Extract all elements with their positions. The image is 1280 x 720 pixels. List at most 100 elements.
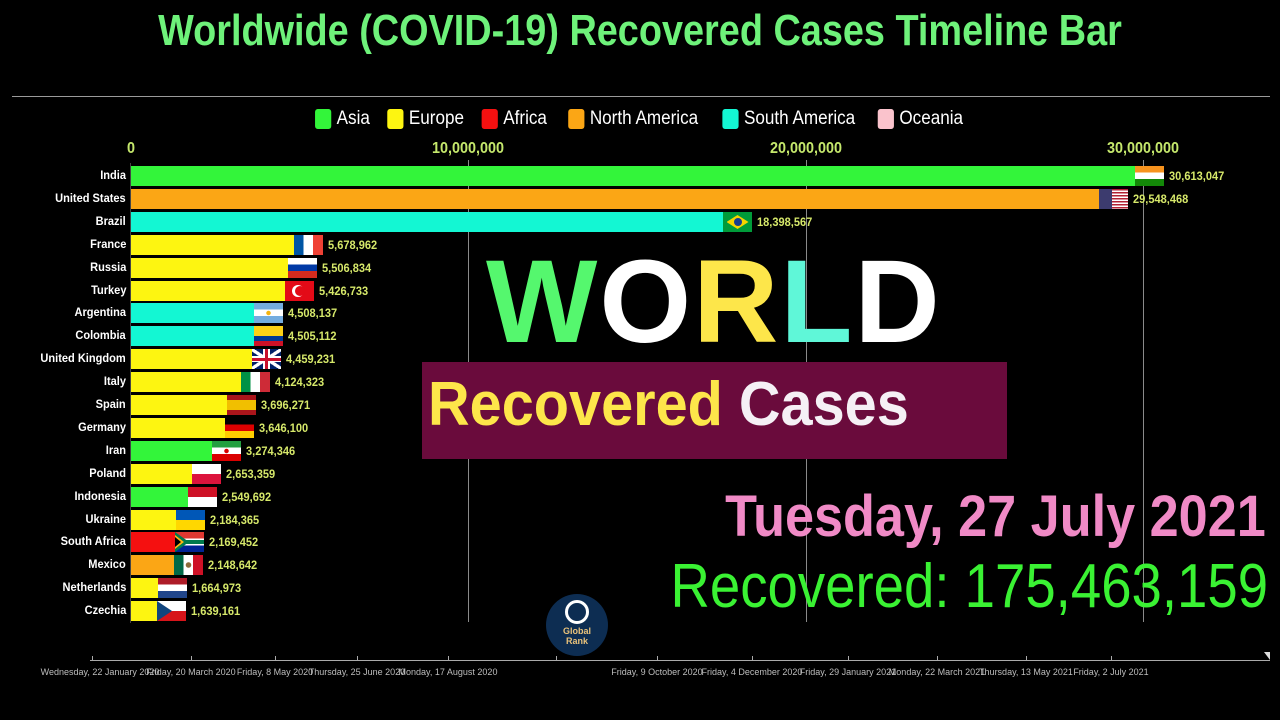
axis-tick-label: 10,000,000	[431, 140, 505, 157]
bar-value: 4,505,112	[288, 329, 337, 343]
bar-row: Czechia 1,639,161	[0, 601, 1280, 621]
czechia-flag-icon	[157, 601, 186, 621]
iran-flag-icon	[212, 441, 241, 461]
legend-swatch	[568, 109, 585, 129]
uk-flag-icon	[252, 349, 281, 369]
total-recovered: Recovered: 175,463,159	[670, 552, 1268, 621]
subtitle-text: Recovered Cases	[428, 374, 909, 436]
bar	[131, 235, 323, 255]
bar-value: 3,646,100	[259, 421, 309, 435]
timeline-date-label: Thursday, 25 June 2020	[308, 667, 406, 677]
country-label: Argentina	[74, 305, 126, 319]
legend-item-oceania: Oceania	[877, 108, 964, 130]
bar-value: 5,506,834	[322, 261, 372, 275]
timeline-tick	[1026, 656, 1027, 661]
timeline-date-label: Friday, 9 October 2020	[611, 667, 703, 677]
bar	[131, 418, 254, 438]
legend-swatch	[877, 109, 894, 129]
title-divider	[12, 96, 1270, 97]
world-letter: D	[854, 236, 942, 368]
logo-ring-icon	[565, 600, 589, 624]
colombia-flag-icon	[254, 326, 283, 346]
bar-value: 1,664,973	[192, 581, 242, 595]
timeline-slider[interactable]	[90, 660, 1270, 661]
world-letter: L	[780, 236, 855, 368]
legend-swatch	[482, 109, 499, 129]
country-label: Colombia	[75, 328, 126, 342]
legend-label: Oceania	[899, 108, 964, 129]
italy-flag-icon	[241, 372, 270, 392]
timeline-date-label: Friday, 2 July 2021	[1073, 667, 1149, 677]
country-label: Germany	[78, 420, 126, 434]
bar-value: 2,653,359	[226, 467, 276, 481]
bar-value: 5,426,733	[319, 284, 369, 298]
legend-label: South America	[744, 108, 856, 129]
timeline-handle[interactable]	[1264, 652, 1270, 660]
timeline-tick	[848, 656, 849, 661]
mexico-flag-icon	[174, 555, 203, 575]
brazil-flag-icon	[723, 212, 752, 232]
bar-row: Indonesia 2,549,692	[0, 487, 1280, 507]
bar-value: 4,508,137	[288, 306, 338, 320]
country-label: France	[89, 237, 126, 251]
country-label: India	[100, 168, 126, 182]
bar-value: 2,184,365	[210, 513, 260, 527]
bar-row: India 30,613,047	[0, 166, 1280, 186]
bar-row: Italy 4,124,323	[0, 372, 1280, 392]
poland-flag-icon	[192, 464, 221, 484]
bar-value: 2,169,452	[209, 535, 259, 549]
timeline-date-label: Thursday, 13 May 2021	[979, 667, 1073, 677]
subtitle-banner	[422, 362, 1007, 459]
germany-flag-icon	[225, 418, 254, 438]
bar	[131, 326, 283, 346]
bar	[131, 212, 752, 232]
legend-label: North America	[589, 108, 699, 129]
legend: Asia Europe Africa North America South Ameri…	[0, 108, 1280, 130]
legend-item-africa: Africa	[482, 108, 547, 130]
country-label: Turkey	[90, 283, 126, 297]
country-label: South Africa	[60, 534, 126, 548]
timeline-tick	[92, 656, 93, 661]
logo-line2: Rank	[565, 636, 588, 646]
legend-label: Asia	[336, 108, 371, 129]
timeline-date-label: Friday, 29 January 2021	[799, 667, 897, 677]
zero-baseline	[130, 163, 131, 623]
bar-value: 3,274,346	[246, 444, 296, 458]
country-label: Netherlands	[62, 580, 126, 594]
bar	[131, 395, 256, 415]
timeline-tick	[357, 656, 358, 661]
bar-row: Brazil 18,398,567	[0, 212, 1280, 232]
legend-label: Europe	[409, 108, 465, 129]
country-label: Czechia	[84, 603, 126, 617]
country-label: Iran	[105, 443, 126, 457]
country-label: Indonesia	[74, 489, 126, 503]
turkey-flag-icon	[285, 281, 314, 301]
gridline	[1143, 160, 1144, 622]
timeline-date-label: Friday, 4 December 2020	[701, 667, 803, 677]
bar	[131, 372, 270, 392]
bar-row: South Africa 2,169,452	[0, 532, 1280, 552]
indonesia-flag-icon	[188, 487, 217, 507]
bar-value: 5,678,962	[328, 238, 378, 252]
bar-row: Netherlands 1,664,973	[0, 578, 1280, 598]
france-flag-icon	[294, 235, 323, 255]
legend-item-south-america: South America	[722, 108, 856, 130]
country-label: Spain	[95, 397, 126, 411]
bar-row: Argentina 4,508,137	[0, 303, 1280, 323]
south-africa-flag-icon	[175, 532, 204, 552]
timeline-tick	[752, 656, 753, 661]
bar	[131, 349, 281, 369]
country-label: Ukraine	[85, 512, 126, 526]
timeline-tick	[191, 656, 192, 661]
bar	[131, 189, 1128, 209]
legend-swatch	[387, 109, 404, 129]
bar	[131, 258, 317, 278]
world-letter: R	[693, 236, 781, 368]
country-label: United Kingdom	[40, 351, 126, 365]
subtitle-recovered: Recovered	[428, 370, 723, 439]
legend-label: Africa	[503, 108, 548, 129]
world-letter: W	[486, 236, 600, 368]
timeline-tick	[448, 656, 449, 661]
ukraine-flag-icon	[176, 510, 205, 530]
axis-tick-label: 30,000,000	[1106, 140, 1180, 157]
